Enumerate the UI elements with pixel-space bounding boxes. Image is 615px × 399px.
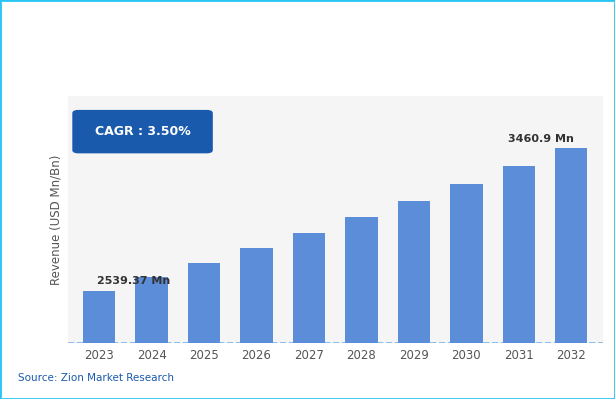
Text: Global Market Size, 2024-2032 (USD Million): Global Market Size, 2024-2032 (USD Milli… — [145, 58, 470, 73]
Text: Automated Labeling Machine Market,: Automated Labeling Machine Market, — [118, 22, 497, 40]
Bar — [555, 148, 587, 399]
Bar — [83, 290, 116, 399]
Bar — [240, 248, 273, 399]
Bar — [293, 233, 325, 399]
Text: Source: Zion Market Research: Source: Zion Market Research — [18, 373, 175, 383]
Text: CAGR : 3.50%: CAGR : 3.50% — [95, 125, 191, 138]
Bar — [502, 166, 535, 399]
Y-axis label: Revenue (USD Mn/Bn): Revenue (USD Mn/Bn) — [49, 154, 62, 284]
Text: 3460.9 Mn: 3460.9 Mn — [508, 134, 574, 144]
Bar — [345, 217, 378, 399]
Bar — [450, 184, 483, 399]
FancyBboxPatch shape — [73, 111, 212, 153]
Bar — [135, 277, 168, 399]
Text: 2539.37 Mn: 2539.37 Mn — [97, 276, 170, 286]
Bar — [188, 263, 220, 399]
Bar — [398, 201, 430, 399]
